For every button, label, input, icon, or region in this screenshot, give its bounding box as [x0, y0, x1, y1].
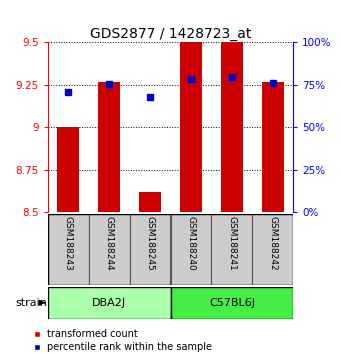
Text: GSM188245: GSM188245	[146, 216, 154, 271]
Text: GSM188241: GSM188241	[227, 216, 236, 271]
Text: GSM188243: GSM188243	[64, 216, 73, 271]
Bar	[211, 214, 252, 285]
Bar	[48, 214, 89, 285]
Text: GSM188242: GSM188242	[268, 216, 277, 271]
Legend: transformed count, percentile rank within the sample: transformed count, percentile rank withi…	[28, 325, 216, 354]
Bar	[130, 214, 170, 285]
Bar	[98, 81, 120, 212]
Bar	[180, 42, 202, 212]
Bar	[57, 127, 79, 212]
Text: strain: strain	[16, 298, 48, 308]
Bar	[89, 214, 130, 285]
Text: GSM188240: GSM188240	[187, 216, 195, 271]
Bar	[170, 214, 211, 285]
Text: GSM188244: GSM188244	[105, 216, 114, 271]
Bar	[170, 287, 293, 319]
Text: C57BL6J: C57BL6J	[209, 298, 255, 308]
Bar	[252, 214, 293, 285]
Bar	[262, 81, 284, 212]
Bar	[221, 42, 243, 212]
Title: GDS2877 / 1428723_at: GDS2877 / 1428723_at	[90, 28, 251, 41]
Text: DBA2J: DBA2J	[92, 298, 126, 308]
Bar	[139, 192, 161, 212]
Bar	[48, 287, 170, 319]
